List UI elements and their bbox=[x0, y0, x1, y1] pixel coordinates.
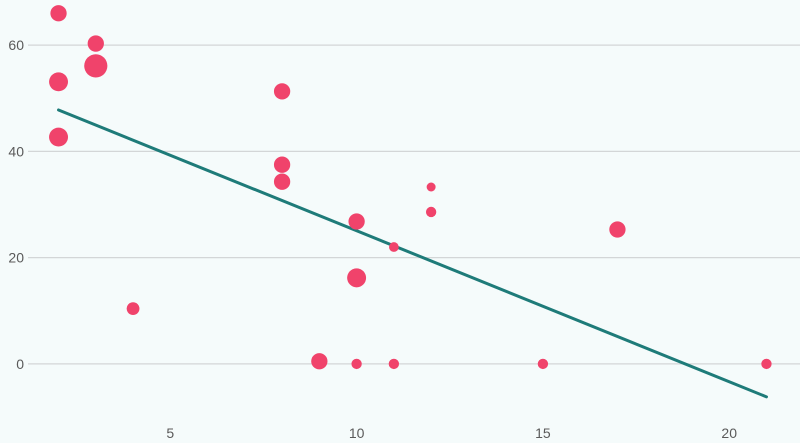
data-point-17 bbox=[537, 358, 549, 370]
data-point-19 bbox=[761, 358, 772, 370]
gridlines bbox=[28, 44, 800, 365]
x-tick-label: 20 bbox=[721, 425, 737, 441]
data-point-0 bbox=[50, 5, 67, 22]
data-point-9 bbox=[311, 353, 328, 370]
y-tick-label: 40 bbox=[8, 143, 24, 159]
data-point-15 bbox=[426, 182, 436, 192]
data-point-3 bbox=[49, 72, 69, 92]
x-axis-ticks: 5 10 15 20 bbox=[166, 425, 737, 441]
trend-line bbox=[57, 108, 768, 399]
data-point-11 bbox=[347, 268, 367, 288]
data-point-4 bbox=[49, 127, 69, 147]
data-point-10 bbox=[348, 213, 365, 230]
x-tick-label: 10 bbox=[349, 425, 365, 441]
y-tick-label: 0 bbox=[16, 356, 24, 372]
trend-line-group bbox=[57, 108, 768, 399]
y-tick-label: 60 bbox=[8, 37, 24, 53]
data-point-16 bbox=[425, 206, 437, 218]
x-tick-label: 5 bbox=[166, 425, 174, 441]
data-point-7 bbox=[273, 156, 291, 173]
y-tick-label: 20 bbox=[8, 250, 24, 266]
data-points bbox=[49, 5, 772, 370]
y-axis-ticks: 0 20 40 60 bbox=[8, 37, 24, 372]
x-tick-label: 15 bbox=[535, 425, 551, 441]
data-point-1 bbox=[87, 35, 104, 52]
data-point-2 bbox=[84, 54, 108, 78]
data-point-12 bbox=[351, 358, 362, 370]
data-point-5 bbox=[126, 302, 140, 316]
data-point-6 bbox=[273, 83, 291, 100]
data-point-18 bbox=[609, 221, 626, 238]
data-point-8 bbox=[273, 173, 291, 190]
data-point-13 bbox=[389, 242, 399, 252]
data-point-14 bbox=[388, 358, 400, 370]
